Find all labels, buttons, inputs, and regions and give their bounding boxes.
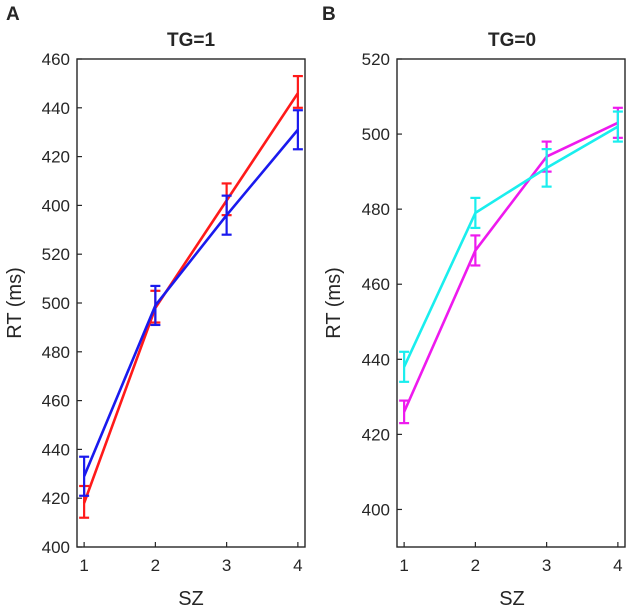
x-tick-label: 2 <box>151 556 160 575</box>
panel-a-ticks: 400 420 440 460 480 500 520 400 420 440 460 1 2 3 4 <box>42 50 303 575</box>
x-tick-label: 3 <box>222 556 231 575</box>
y-tick-label: 420 <box>362 425 390 444</box>
y-tick-label: 500 <box>42 294 70 313</box>
y-tick-label: 520 <box>362 50 390 69</box>
y-tick-label: 460 <box>42 392 70 411</box>
series-line-cyan <box>402 125 619 368</box>
y-tick-label: 400 <box>42 538 70 557</box>
x-tick-label: 4 <box>293 556 302 575</box>
y-tick-label: 480 <box>362 200 390 219</box>
error-bar-cyan <box>470 196 481 230</box>
x-tick-label: 4 <box>613 556 622 575</box>
y-tick-label: 400 <box>362 500 390 519</box>
y-tick-label: 420 <box>42 489 70 508</box>
y-tick-label: 460 <box>42 50 70 69</box>
x-tick-label: 3 <box>542 556 551 575</box>
panel-a-letter: A <box>6 4 20 25</box>
panel-b-axes <box>396 58 626 548</box>
series-line-blue <box>82 128 299 477</box>
y-tick-label: 440 <box>42 99 70 118</box>
error-bar-cyan <box>399 350 410 383</box>
x-tick-label: 1 <box>79 556 88 575</box>
error-bar-magenta <box>399 399 410 425</box>
panel-a: A TG=1 RT (ms) SZ 4004204404604805005204… <box>4 4 306 610</box>
panel-b-ylabel: RT (ms) <box>323 267 345 338</box>
panel-b-title: TG=0 <box>488 30 536 51</box>
y-tick-label: 420 <box>42 148 70 167</box>
x-tick-label: 1 <box>399 556 408 575</box>
panel-a-series <box>79 74 303 519</box>
y-tick-label: 480 <box>42 343 70 362</box>
error-bar-blue <box>221 194 232 236</box>
panel-a-title: TG=1 <box>167 30 215 51</box>
error-bar-cyan <box>612 110 623 143</box>
y-tick-label: 520 <box>42 245 70 264</box>
y-tick-label: 500 <box>362 125 390 144</box>
panel-b-letter: B <box>322 4 336 25</box>
error-bar-blue <box>79 455 90 497</box>
panel-b: B TG=0 RT (ms) SZ 400 420 440 460 480 500 520 1… <box>322 4 626 610</box>
y-tick-label: 460 <box>362 275 390 294</box>
panel-a-ylabel: RT (ms) <box>4 267 26 338</box>
y-tick-label: 440 <box>362 350 390 369</box>
error-bar-red <box>292 74 303 109</box>
series-line-magenta <box>402 121 619 413</box>
panel-b-series <box>399 106 623 425</box>
panel-b-ticks: 400 420 440 460 480 500 520 1 2 3 4 <box>362 50 623 575</box>
error-bar-blue <box>150 284 161 327</box>
error-bar-blue <box>292 109 303 151</box>
panel-a-xlabel: SZ <box>178 588 204 610</box>
error-bar-cyan <box>541 147 552 188</box>
series-line-red <box>82 92 299 504</box>
y-tick-label: 440 <box>42 440 70 459</box>
x-tick-label: 2 <box>471 556 480 575</box>
y-tick-label: 400 <box>42 196 70 215</box>
error-bar-magenta <box>470 234 481 267</box>
panel-b-xlabel: SZ <box>499 588 525 610</box>
